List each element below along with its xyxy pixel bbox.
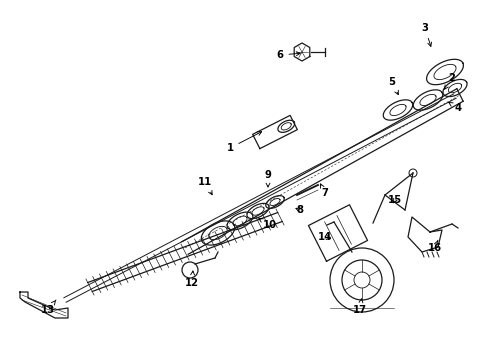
Text: 9: 9 — [264, 170, 271, 187]
Text: 15: 15 — [387, 195, 401, 205]
Text: 1: 1 — [226, 132, 261, 153]
Text: 2: 2 — [444, 73, 454, 89]
Text: 17: 17 — [352, 299, 366, 315]
Text: 16: 16 — [427, 240, 441, 253]
Text: 3: 3 — [421, 23, 430, 46]
Text: 10: 10 — [258, 219, 276, 230]
Text: 12: 12 — [184, 271, 199, 288]
Text: 5: 5 — [387, 77, 398, 95]
Text: 7: 7 — [320, 184, 328, 198]
Text: 11: 11 — [198, 177, 212, 195]
Text: 4: 4 — [448, 103, 461, 113]
Text: 8: 8 — [295, 205, 303, 215]
Text: 14: 14 — [317, 232, 331, 242]
Text: 13: 13 — [41, 300, 56, 315]
Text: 6: 6 — [276, 50, 300, 60]
